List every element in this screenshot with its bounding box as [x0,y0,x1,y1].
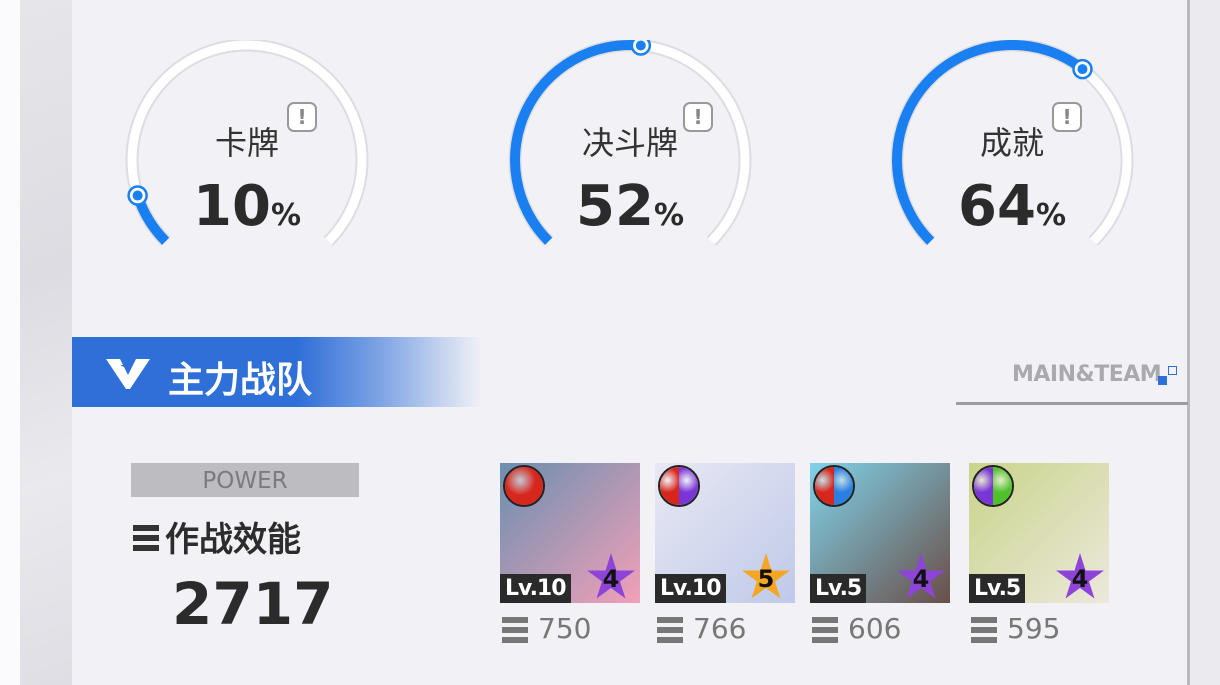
member-level: Lv.5 [810,574,867,603]
member-level: Lv.10 [655,574,726,603]
gauge-value: 64% [958,174,1066,239]
team-member-card[interactable]: Lv.5 4 [810,463,950,603]
info-icon[interactable]: ! [287,102,317,132]
gauge-cards[interactable]: 卡牌 10% ! [117,40,377,280]
gauge-label: 决斗牌 [581,124,678,162]
star-rank-icon: 4 [896,553,946,603]
effect-label: 作战效能 [165,520,301,560]
gauge-value: 52% [576,174,684,239]
star-rank-icon: 4 [1055,553,1105,603]
gauge-label: 卡牌 [214,124,279,162]
star-rank-icon: 5 [741,553,791,603]
element-orb-icon [972,465,1014,507]
member-power-value: 606 [848,612,902,645]
member-power-value: 766 [693,612,747,645]
section-title: 主力战队 [168,360,313,401]
member-level: Lv.5 [969,574,1026,603]
member-power-value: 750 [538,612,592,645]
deco-square [1158,376,1167,385]
star-count: 4 [1071,565,1089,593]
right-background [1190,0,1220,685]
effect-heading: 作战效能 [133,512,301,561]
star-count: 4 [602,565,620,593]
effect-value: 2717 [172,570,334,638]
star-count: 4 [912,565,930,593]
fist-icon [812,614,838,644]
member-power: 750 [502,612,591,645]
member-power: 766 [657,612,746,645]
star-count: 5 [757,565,775,593]
fist-icon [657,614,683,644]
info-icon[interactable]: ! [683,102,713,132]
element-orb-icon [658,465,700,507]
fist-icon [502,614,528,644]
member-power: 595 [971,612,1060,645]
element-orb-icon [503,465,545,507]
left-decoration [20,0,72,685]
divider [956,402,1188,405]
member-level: Lv.10 [500,574,571,603]
left-edge [0,0,20,685]
gauge-value: 10% [193,174,301,239]
gauge-label: 成就 [979,124,1044,162]
team-member-card[interactable]: Lv.10 5 [655,463,795,603]
member-power: 606 [812,612,901,645]
panel-border [1187,0,1190,685]
team-member-card[interactable]: Lv.10 4 [500,463,640,603]
gauge-achievements[interactable]: 成就 64% ! [882,40,1142,280]
power-label: POWER [131,463,359,497]
info-icon[interactable]: ! [1052,102,1082,132]
fist-icon [133,522,159,552]
deco-square-outline [1168,366,1177,375]
fist-icon [971,614,997,644]
section-subtitle: MAIN&TEAM [1012,362,1162,387]
gauge-duel-cards[interactable]: 决斗牌 52% ! [500,40,760,280]
element-orb-icon [813,465,855,507]
main-team-banner: 主力战队 [72,337,482,407]
team-logo-icon [106,359,150,389]
star-rank-icon: 4 [586,553,636,603]
member-power-value: 595 [1007,612,1061,645]
team-member-card[interactable]: Lv.5 4 [969,463,1109,603]
